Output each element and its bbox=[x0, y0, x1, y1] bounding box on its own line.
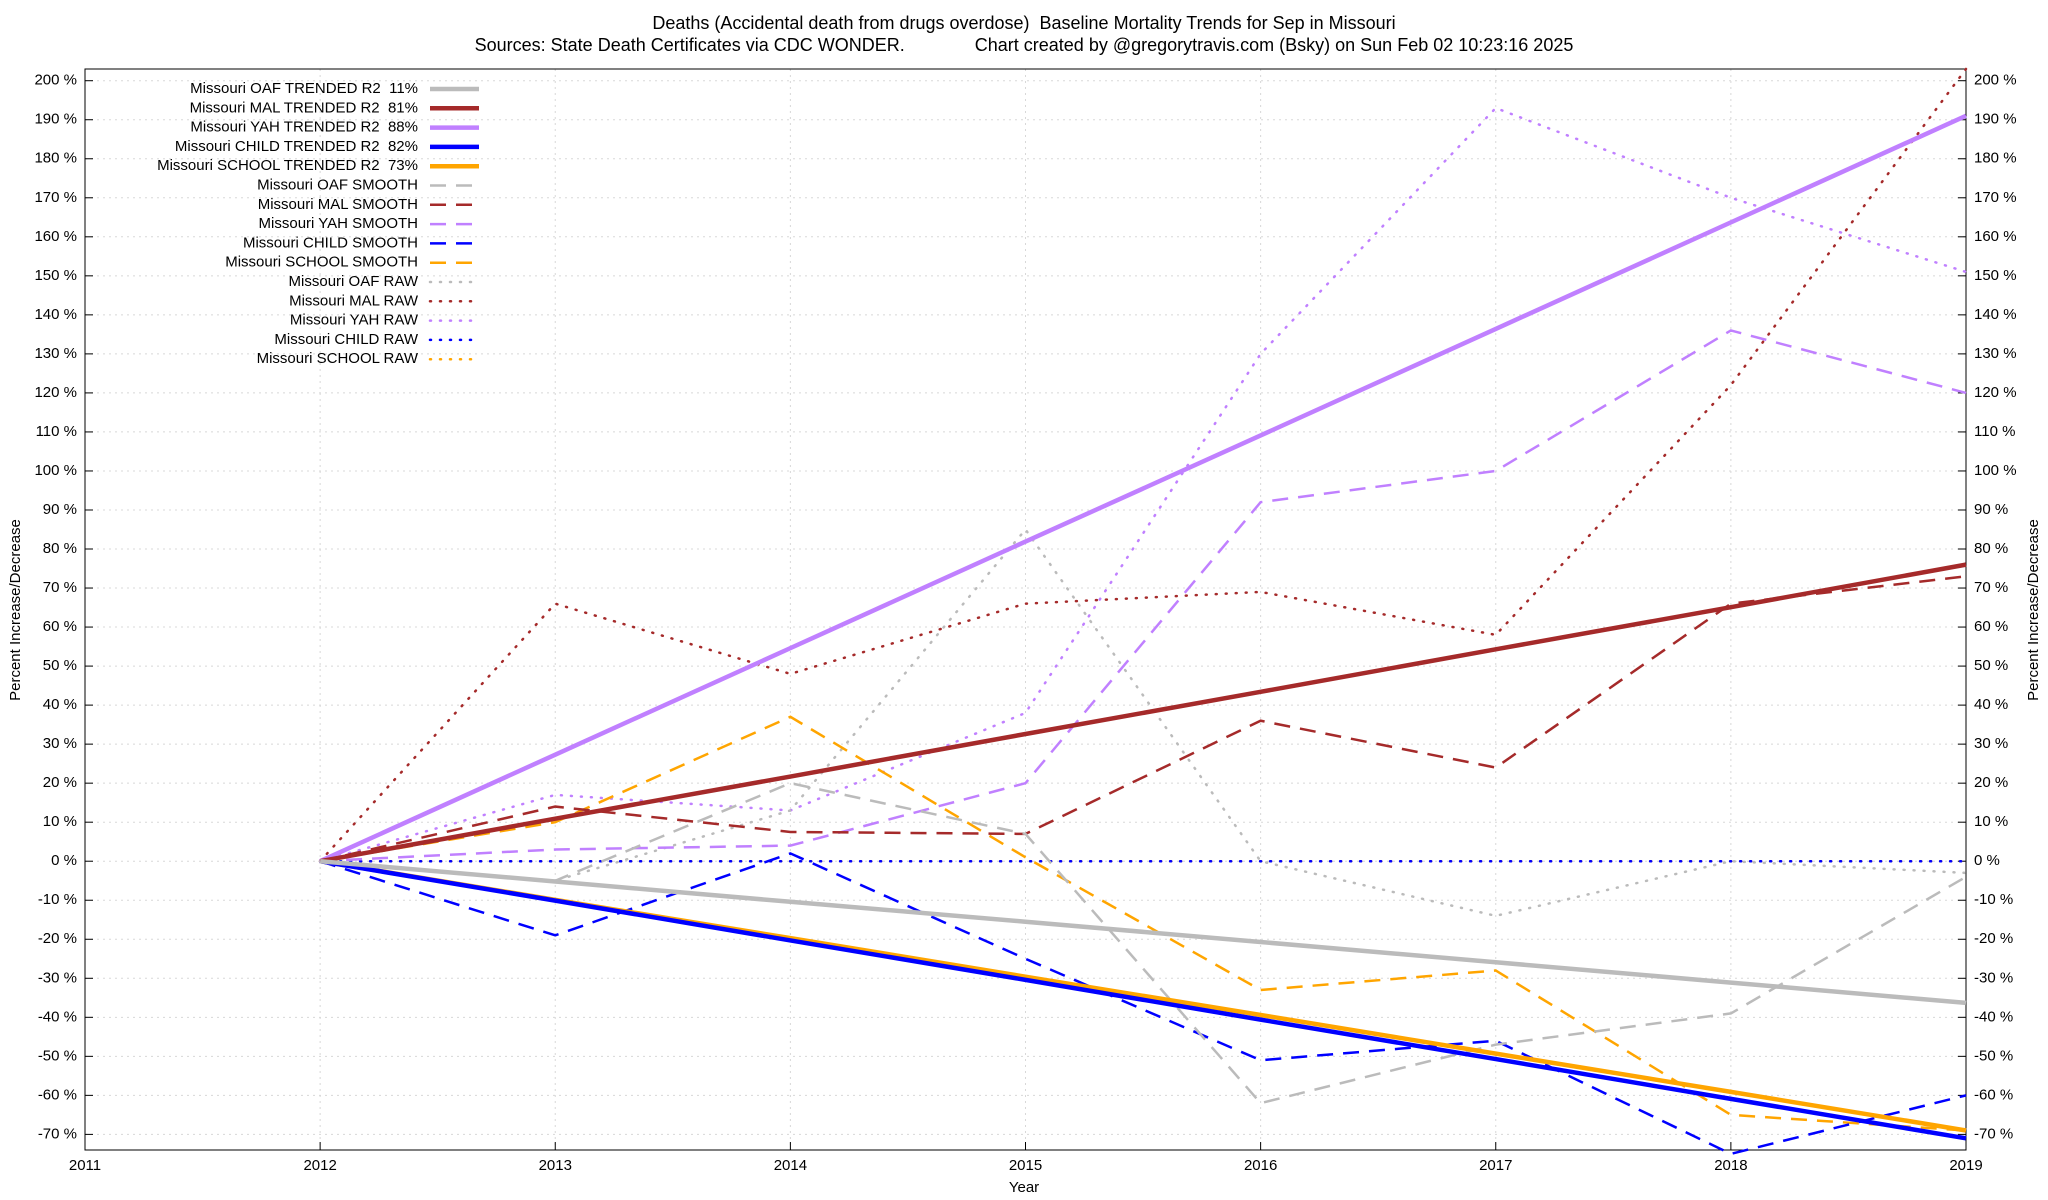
y-tick-label: 100 % bbox=[34, 462, 77, 479]
series-line bbox=[319, 113, 1967, 864]
y2-tick-label: 130 % bbox=[1974, 345, 2017, 362]
y-tick-label: 180 % bbox=[34, 150, 77, 167]
series-line bbox=[320, 781, 1967, 1105]
series-line bbox=[319, 575, 1967, 863]
series-line bbox=[319, 858, 1967, 1141]
series-line bbox=[320, 329, 1967, 863]
y2-tick-label: 10 % bbox=[1974, 813, 2008, 830]
y-tick-label: 30 % bbox=[43, 735, 77, 752]
legend-label: Missouri CHILD SMOOTH bbox=[243, 234, 418, 251]
y2-tick-label: 120 % bbox=[1974, 384, 2017, 401]
y-tick-label: -60 % bbox=[38, 1086, 77, 1103]
y2-tick-label: -70 % bbox=[1974, 1125, 2013, 1142]
y2-tick-label: 0 % bbox=[1974, 852, 2000, 869]
y-tick-label: -30 % bbox=[38, 969, 77, 986]
y2-tick-label: 30 % bbox=[1974, 735, 2008, 752]
legend-label: Missouri OAF TRENDED R2 11% bbox=[190, 80, 418, 97]
x-tick-label: 2014 bbox=[774, 1157, 807, 1174]
y2-tick-label: 170 % bbox=[1974, 189, 2017, 206]
y-tick-label: 150 % bbox=[34, 267, 77, 284]
x-tick-label: 2012 bbox=[303, 1157, 336, 1174]
y-tick-label: -50 % bbox=[38, 1047, 77, 1064]
y-tick-label: -10 % bbox=[38, 891, 77, 908]
y2-tick-label: 180 % bbox=[1974, 150, 2017, 167]
series-line bbox=[319, 715, 1967, 1132]
y-tick-label: 20 % bbox=[43, 774, 77, 791]
legend-label: Missouri SCHOOL TRENDED R2 73% bbox=[157, 157, 418, 174]
y2-tick-label: -60 % bbox=[1974, 1086, 2013, 1103]
y2-tick-label: 100 % bbox=[1974, 462, 2017, 479]
legend-label: Missouri CHILD RAW bbox=[274, 331, 418, 348]
series-line bbox=[319, 562, 1967, 864]
y2-tick-label: 150 % bbox=[1974, 267, 2017, 284]
y-tick-label: 0 % bbox=[51, 852, 77, 869]
y2-tick-label: 190 % bbox=[1974, 111, 2017, 128]
y-tick-label: 40 % bbox=[43, 696, 77, 713]
y2-tick-label: 160 % bbox=[1974, 228, 2017, 245]
y2-tick-label: 40 % bbox=[1974, 696, 2008, 713]
y-tick-label: 110 % bbox=[36, 423, 77, 440]
legend-label: Missouri MAL RAW bbox=[289, 292, 419, 309]
legend-label: Missouri OAF RAW bbox=[289, 273, 419, 290]
legend-label: Missouri YAH TRENDED R2 88% bbox=[190, 119, 418, 136]
y-tick-label: 140 % bbox=[34, 306, 77, 323]
y2-tick-label: 60 % bbox=[1974, 618, 2008, 635]
y-tick-label: 80 % bbox=[43, 540, 77, 557]
y2-tick-label: -30 % bbox=[1974, 969, 2013, 986]
y-axis-label: Percent Increase/Decrease bbox=[7, 519, 24, 701]
x-tick-label: 2011 bbox=[69, 1157, 101, 1174]
x-tick-label: 2017 bbox=[1479, 1157, 1512, 1174]
y-tick-label: 60 % bbox=[43, 618, 77, 635]
legend-label: Missouri MAL SMOOTH bbox=[258, 196, 418, 213]
y2-tick-label: -20 % bbox=[1974, 930, 2013, 947]
y-tick-label: -70 % bbox=[38, 1125, 77, 1142]
y-tick-label: 90 % bbox=[43, 501, 77, 518]
legend-label: Missouri YAH RAW bbox=[290, 312, 419, 329]
y-tick-label: 200 % bbox=[34, 72, 77, 89]
y-tick-label: 170 % bbox=[34, 189, 77, 206]
y2-tick-label: 200 % bbox=[1974, 72, 2017, 89]
y-tick-label: 10 % bbox=[43, 813, 77, 830]
y2-tick-label: -50 % bbox=[1974, 1047, 2013, 1064]
y2-tick-label: 20 % bbox=[1974, 774, 2008, 791]
y-tick-label: 130 % bbox=[34, 345, 77, 362]
series-line bbox=[318, 527, 1968, 918]
legend-label: Missouri SCHOOL SMOOTH bbox=[225, 254, 418, 271]
y2-tick-label: 110 % bbox=[1974, 423, 2015, 440]
x-tick-label: 2015 bbox=[1009, 1157, 1042, 1174]
legend-label: Missouri CHILD TRENDED R2 82% bbox=[175, 138, 418, 155]
y2-tick-label: 90 % bbox=[1974, 501, 2008, 518]
legend-label: Missouri YAH SMOOTH bbox=[259, 215, 418, 232]
y-tick-label: -20 % bbox=[38, 930, 77, 947]
y2-axis-label: Percent Increase/Decrease bbox=[2025, 519, 2042, 701]
x-tick-label: 2016 bbox=[1244, 1157, 1277, 1174]
y2-tick-label: 50 % bbox=[1974, 657, 2008, 674]
chart-title: Deaths (Accidental death from drugs over… bbox=[652, 13, 1395, 33]
y-tick-label: 50 % bbox=[43, 657, 77, 674]
y-tick-label: 160 % bbox=[34, 228, 77, 245]
x-tick-label: 2013 bbox=[539, 1157, 572, 1174]
x-axis-label: Year bbox=[1009, 1179, 1039, 1196]
y-tick-label: 190 % bbox=[34, 111, 77, 128]
plot-frame bbox=[84, 68, 1967, 1151]
legend-label: Missouri MAL TRENDED R2 81% bbox=[190, 99, 418, 116]
x-tick-label: 2019 bbox=[1949, 1157, 1982, 1174]
y2-tick-label: 70 % bbox=[1974, 579, 2008, 596]
y-tick-label: -40 % bbox=[38, 1008, 77, 1025]
y2-tick-label: 140 % bbox=[1974, 306, 2017, 323]
x-tick-label: 2018 bbox=[1714, 1157, 1747, 1174]
legend-label: Missouri OAF SMOOTH bbox=[257, 176, 418, 193]
series-line bbox=[319, 852, 1967, 1156]
y2-tick-label: -40 % bbox=[1974, 1008, 2013, 1025]
series-line bbox=[318, 106, 1968, 863]
y2-tick-label: 80 % bbox=[1974, 540, 2008, 557]
y-tick-label: 70 % bbox=[43, 579, 77, 596]
y2-tick-label: -10 % bbox=[1974, 891, 2013, 908]
series-line bbox=[318, 67, 1968, 863]
y-tick-label: 120 % bbox=[34, 384, 77, 401]
chart-subtitle: Sources: State Death Certificates via CD… bbox=[475, 35, 1574, 55]
legend-label: Missouri SCHOOL RAW bbox=[257, 350, 419, 367]
series-line bbox=[319, 858, 1967, 1006]
